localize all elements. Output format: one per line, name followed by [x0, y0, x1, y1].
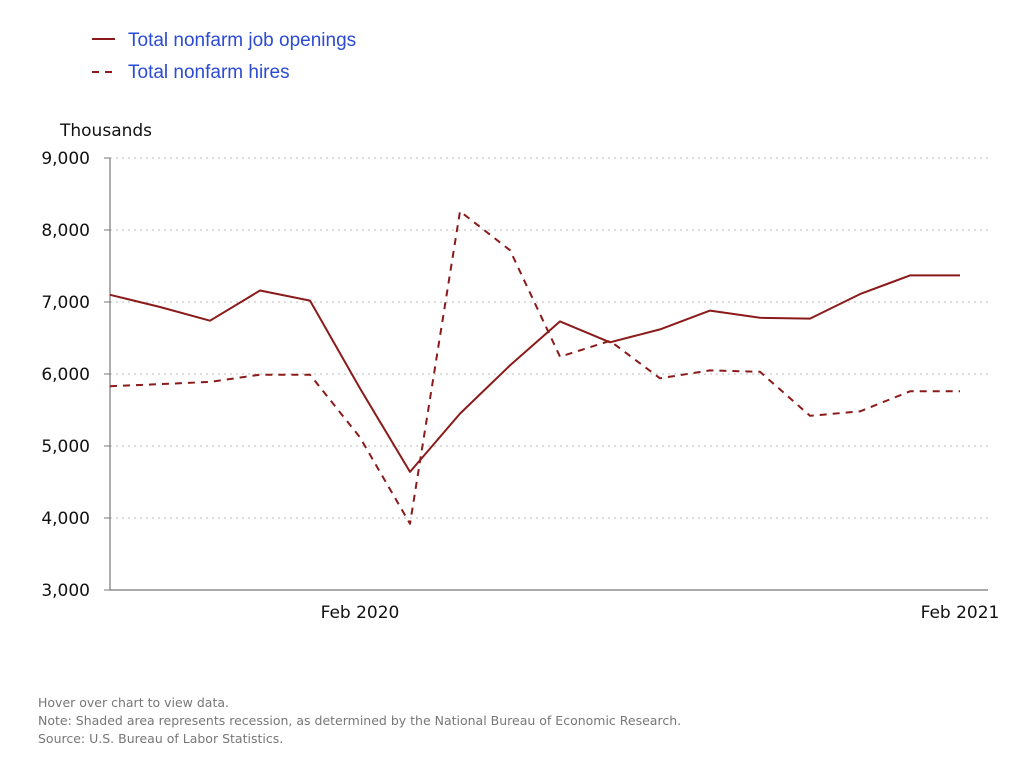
data-point[interactable] — [255, 370, 265, 380]
data-point[interactable] — [305, 370, 315, 380]
data-point[interactable] — [455, 206, 465, 216]
legend: Total nonfarm job openings Total nonfarm… — [92, 30, 356, 83]
data-point[interactable] — [705, 365, 715, 375]
data-point[interactable] — [255, 285, 265, 295]
x-axis-ticks: Feb 2020 Feb 2021 — [321, 603, 1000, 623]
x-tick-label: Feb 2020 — [321, 603, 400, 623]
data-point[interactable] — [555, 316, 565, 326]
data-point[interactable] — [105, 290, 115, 300]
data-point[interactable] — [755, 367, 765, 377]
chart-notes: Hover over chart to view data. Note: Sha… — [38, 694, 681, 748]
series-group[interactable] — [105, 206, 965, 528]
y-tick-label: 8,000 — [41, 221, 90, 241]
data-point[interactable] — [455, 409, 465, 419]
y-axis-ticks: 3,000 4,000 5,000 6,000 7,000 8,000 9,000 — [41, 149, 110, 601]
legend-label-hires: Total nonfarm hires — [128, 62, 290, 83]
data-point[interactable] — [855, 289, 865, 299]
data-point[interactable] — [505, 360, 515, 370]
hover-note: Hover over chart to view data. — [38, 695, 229, 710]
data-point[interactable] — [755, 313, 765, 323]
data-point[interactable] — [855, 406, 865, 416]
gridlines — [110, 157, 988, 519]
series-line-job-openings[interactable] — [109, 274, 960, 473]
source-note: Source: U.S. Bureau of Labor Statistics. — [38, 731, 284, 746]
data-point[interactable] — [905, 386, 915, 396]
recession-note: Note: Shaded area represents recession, … — [38, 713, 682, 728]
data-point[interactable] — [805, 411, 815, 421]
legend-label-job-openings: Total nonfarm job openings — [128, 30, 356, 51]
y-axis-unit-label: Thousands — [59, 121, 152, 141]
data-point[interactable] — [355, 383, 365, 393]
x-tick-label: Feb 2021 — [921, 603, 1000, 623]
data-point[interactable] — [655, 373, 665, 383]
data-point[interactable] — [405, 467, 415, 477]
data-point[interactable] — [505, 245, 515, 255]
data-point[interactable] — [305, 296, 315, 306]
data-point[interactable] — [405, 519, 415, 529]
data-point[interactable] — [355, 432, 365, 442]
data-point[interactable] — [955, 270, 965, 280]
data-point[interactable] — [805, 314, 815, 324]
y-tick-label: 5,000 — [41, 437, 90, 457]
data-point[interactable] — [155, 379, 165, 389]
data-point[interactable] — [955, 386, 965, 396]
legend-item-hires[interactable]: Total nonfarm hires — [92, 62, 290, 83]
data-point[interactable] — [105, 381, 115, 391]
y-tick-label: 6,000 — [41, 365, 90, 385]
chart: Total nonfarm job openings Total nonfarm… — [41, 30, 1000, 623]
y-tick-label: 7,000 — [41, 293, 90, 313]
series-line-hires[interactable] — [109, 210, 960, 525]
data-point[interactable] — [905, 270, 915, 280]
legend-item-job-openings[interactable]: Total nonfarm job openings — [92, 30, 356, 51]
data-point[interactable] — [705, 306, 715, 316]
y-tick-label: 9,000 — [41, 149, 90, 169]
data-point[interactable] — [605, 336, 615, 346]
y-tick-label: 4,000 — [41, 509, 90, 529]
data-point[interactable] — [155, 302, 165, 312]
data-point[interactable] — [205, 377, 215, 387]
data-point[interactable] — [655, 324, 665, 334]
data-point[interactable] — [555, 352, 565, 362]
data-point[interactable] — [205, 316, 215, 326]
y-tick-label: 3,000 — [41, 581, 90, 601]
